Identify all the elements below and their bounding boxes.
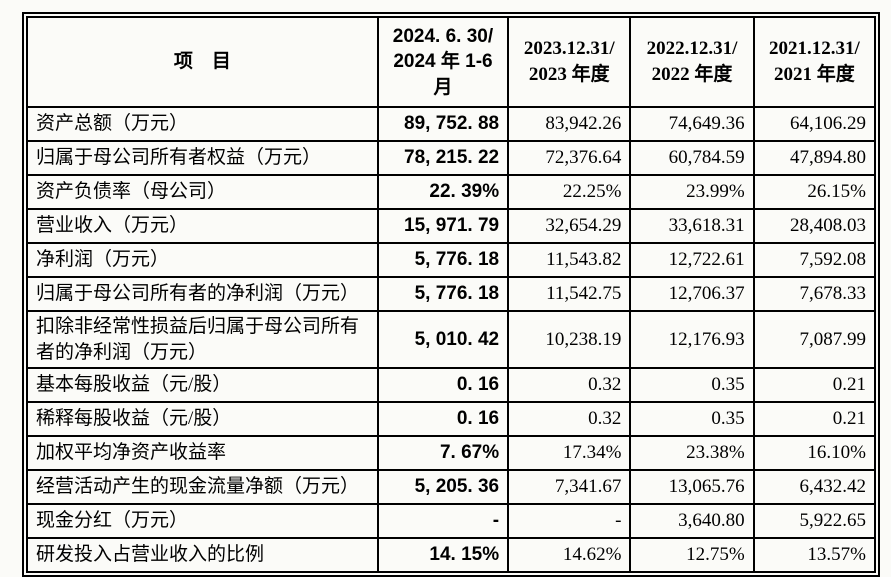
table-row: 经营活动产生的现金流量净额（万元） 5, 205. 36 7,341.67 13… bbox=[26, 469, 877, 506]
value-2021: 5,922.65 bbox=[752, 503, 877, 540]
value-2024: 14. 15% bbox=[376, 537, 510, 574]
value-2023: 10,238.19 bbox=[507, 309, 632, 370]
value-2022: 12,176.93 bbox=[629, 309, 755, 370]
table-row: 营业收入（万元） 15, 971. 79 32,654.29 33,618.31… bbox=[26, 208, 877, 244]
value-2024: 5, 776. 18 bbox=[376, 276, 510, 312]
value-2024: 89, 752. 88 bbox=[376, 106, 510, 142]
value-2023: 22.25% bbox=[507, 174, 632, 210]
row-label: 资产总额（万元） bbox=[26, 106, 379, 142]
value-2021: 7,087.99 bbox=[752, 309, 877, 370]
header-row: 项 目 2024. 6. 30/ 2024 年 1-6 月 2023.12.31… bbox=[26, 16, 877, 108]
value-2023: 0.32 bbox=[507, 401, 632, 438]
value-2024: 5, 776. 18 bbox=[376, 242, 510, 278]
row-label: 扣除非经常性损益后归属于母公司所有者的净利润（万元） bbox=[26, 309, 379, 370]
value-2021: 13.57% bbox=[752, 537, 877, 574]
table-row: 扣除非经常性损益后归属于母公司所有者的净利润（万元） 5, 010. 42 10… bbox=[26, 309, 877, 370]
row-label: 现金分红（万元） bbox=[26, 503, 379, 540]
value-2022: 0.35 bbox=[629, 367, 755, 404]
column-header-2022-period: 2022.12.31/ 2022 年度 bbox=[629, 16, 755, 108]
table-row: 归属于母公司所有者的净利润（万元） 5, 776. 18 11,542.75 1… bbox=[26, 276, 877, 312]
table-row: 归属于母公司所有者权益（万元） 78, 215. 22 72,376.64 60… bbox=[26, 140, 877, 176]
table-row: 基本每股收益（元/股） 0. 16 0.32 0.35 0.21 bbox=[26, 367, 877, 404]
financial-summary-table-wrapper: 项 目 2024. 6. 30/ 2024 年 1-6 月 2023.12.31… bbox=[22, 12, 880, 577]
row-label: 归属于母公司所有者的净利润（万元） bbox=[26, 276, 379, 312]
row-label: 净利润（万元） bbox=[26, 242, 379, 278]
row-label: 营业收入（万元） bbox=[26, 208, 379, 244]
value-2024: 78, 215. 22 bbox=[376, 140, 510, 176]
value-2021: 7,678.33 bbox=[752, 276, 877, 312]
value-2023: 83,942.26 bbox=[507, 106, 632, 142]
value-2021: 0.21 bbox=[752, 401, 877, 438]
row-label: 稀释每股收益（元/股） bbox=[26, 401, 379, 438]
value-2024: 7. 67% bbox=[376, 435, 510, 472]
value-2022: 3,640.80 bbox=[629, 503, 755, 540]
value-2024: 0. 16 bbox=[376, 367, 510, 404]
table-row: 资产总额（万元） 89, 752. 88 83,942.26 74,649.36… bbox=[26, 106, 877, 142]
column-header-2023-period: 2023.12.31/ 2023 年度 bbox=[507, 16, 632, 108]
value-2022: 74,649.36 bbox=[629, 106, 755, 142]
value-2023: 11,542.75 bbox=[507, 276, 632, 312]
value-2024: 0. 16 bbox=[376, 401, 510, 438]
value-2023: 32,654.29 bbox=[507, 208, 632, 244]
row-label: 研发投入占营业收入的比例 bbox=[26, 537, 379, 574]
value-2023: 7,341.67 bbox=[507, 469, 632, 506]
value-2022: 60,784.59 bbox=[629, 140, 755, 176]
value-2024: 15, 971. 79 bbox=[376, 208, 510, 244]
value-2024: 22. 39% bbox=[376, 174, 510, 210]
value-2024: 5, 205. 36 bbox=[376, 469, 510, 506]
table-row: 加权平均净资产收益率 7. 67% 17.34% 23.38% 16.10% bbox=[26, 435, 877, 472]
value-2021: 16.10% bbox=[752, 435, 877, 472]
value-2023: 11,543.82 bbox=[507, 242, 632, 278]
value-2022: 23.38% bbox=[629, 435, 755, 472]
value-2024: 5, 010. 42 bbox=[376, 309, 510, 370]
value-2023: 72,376.64 bbox=[507, 140, 632, 176]
table-body: 资产总额（万元） 89, 752. 88 83,942.26 74,649.36… bbox=[26, 106, 877, 574]
table-row: 资产负债率（母公司） 22. 39% 22.25% 23.99% 26.15% bbox=[26, 174, 877, 210]
value-2022: 13,065.76 bbox=[629, 469, 755, 506]
value-2023: 17.34% bbox=[507, 435, 632, 472]
table-row: 现金分红（万元） - - 3,640.80 5,922.65 bbox=[26, 503, 877, 540]
value-2023: - bbox=[507, 503, 632, 540]
value-2022: 12.75% bbox=[629, 537, 755, 574]
column-header-item: 项 目 bbox=[26, 16, 379, 108]
column-header-2021-period: 2021.12.31/ 2021 年度 bbox=[752, 16, 877, 108]
column-header-2024-period: 2024. 6. 30/ 2024 年 1-6 月 bbox=[376, 16, 510, 108]
table-row: 净利润（万元） 5, 776. 18 11,543.82 12,722.61 7… bbox=[26, 242, 877, 278]
value-2022: 12,706.37 bbox=[629, 276, 755, 312]
value-2024: - bbox=[376, 503, 510, 540]
row-label: 资产负债率（母公司） bbox=[26, 174, 379, 210]
row-label: 基本每股收益（元/股） bbox=[26, 367, 379, 404]
row-label: 加权平均净资产收益率 bbox=[26, 435, 379, 472]
value-2023: 14.62% bbox=[507, 537, 632, 574]
table-row: 稀释每股收益（元/股） 0. 16 0.32 0.35 0.21 bbox=[26, 401, 877, 438]
value-2022: 23.99% bbox=[629, 174, 755, 210]
value-2021: 0.21 bbox=[752, 367, 877, 404]
value-2021: 26.15% bbox=[752, 174, 877, 210]
value-2021: 28,408.03 bbox=[752, 208, 877, 244]
value-2022: 33,618.31 bbox=[629, 208, 755, 244]
row-label: 经营活动产生的现金流量净额（万元） bbox=[26, 469, 379, 506]
row-label: 归属于母公司所有者权益（万元） bbox=[26, 140, 379, 176]
value-2021: 7,592.08 bbox=[752, 242, 877, 278]
financial-summary-table: 项 目 2024. 6. 30/ 2024 年 1-6 月 2023.12.31… bbox=[26, 16, 877, 574]
table-row: 研发投入占营业收入的比例 14. 15% 14.62% 12.75% 13.57… bbox=[26, 537, 877, 574]
value-2022: 12,722.61 bbox=[629, 242, 755, 278]
value-2022: 0.35 bbox=[629, 401, 755, 438]
value-2023: 0.32 bbox=[507, 367, 632, 404]
value-2021: 6,432.42 bbox=[752, 469, 877, 506]
value-2021: 64,106.29 bbox=[752, 106, 877, 142]
value-2021: 47,894.80 bbox=[752, 140, 877, 176]
